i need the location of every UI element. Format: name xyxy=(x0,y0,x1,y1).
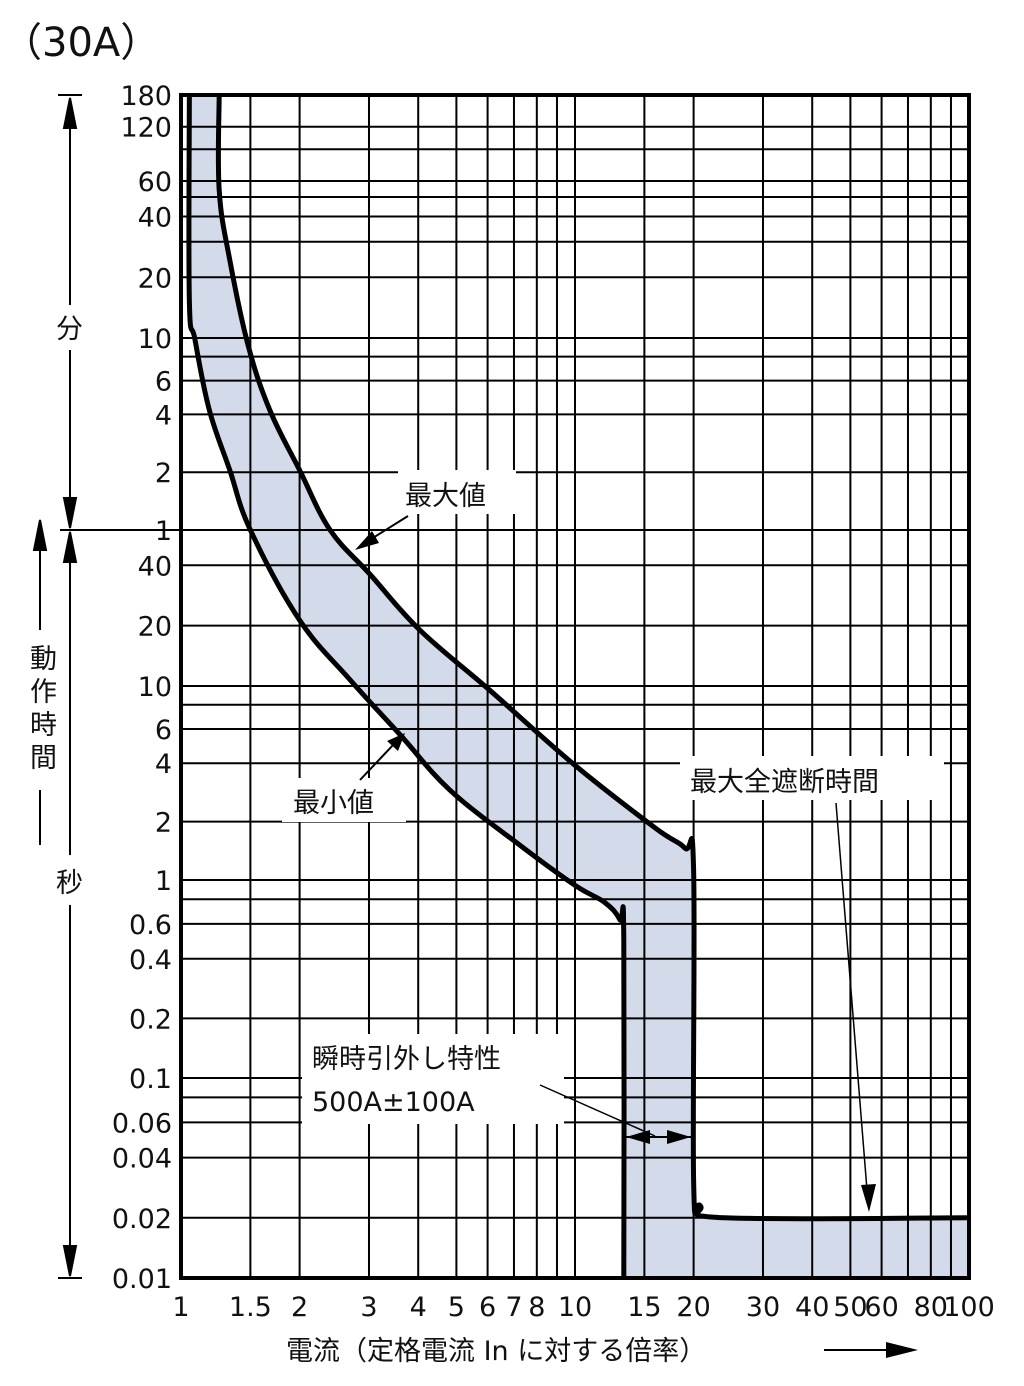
y-tick-label-seconds: 0.06 xyxy=(112,1108,172,1139)
x-tick-label: 100 xyxy=(943,1292,995,1323)
arrow-up-icon xyxy=(62,531,78,563)
annotation-instantaneous-trip-range: 500A±100A xyxy=(312,1087,475,1118)
y-tick-label-seconds: 0.2 xyxy=(129,1004,172,1035)
x-tick-label: 6 xyxy=(479,1292,496,1323)
annotation-min-value: 最小値 xyxy=(293,788,374,819)
curves xyxy=(186,94,970,1279)
x-tick-label: 7 xyxy=(505,1292,522,1323)
y-tick-label-seconds: 0.02 xyxy=(112,1204,172,1235)
y-tick-label-minutes: 120 xyxy=(120,113,172,144)
double-arrow-icon xyxy=(667,1130,691,1144)
y-tick-label-minutes: 20 xyxy=(138,263,172,294)
annotation-max-value: 最大値 xyxy=(405,481,486,512)
y-tick-label-seconds: 0.04 xyxy=(112,1144,172,1175)
y-tick-label-minutes: 10 xyxy=(138,324,172,355)
x-tick-label: 40 xyxy=(795,1292,829,1323)
arrow-icon xyxy=(355,531,379,550)
x-tick-label: 10 xyxy=(558,1292,592,1323)
arrow-down-icon xyxy=(62,497,78,529)
x-tick-label: 5 xyxy=(448,1292,465,1323)
x-tick-label: 30 xyxy=(746,1292,780,1323)
y-tick-label-seconds: 40 xyxy=(138,551,172,582)
y-tick-label-seconds: 0.4 xyxy=(129,945,172,976)
y-tick-label-seconds: 0.6 xyxy=(129,910,172,941)
chart-title: （30A） xyxy=(2,20,160,66)
y-tick-label-minutes: 40 xyxy=(138,203,172,234)
x-axis-arrow-icon xyxy=(824,1342,918,1358)
arrow-icon xyxy=(861,1184,876,1212)
y-tick-label-seconds: 0.1 xyxy=(129,1064,172,1095)
max-value-curve xyxy=(215,94,970,1222)
y-tick-label-minutes: 60 xyxy=(138,167,172,198)
y-tick-label-minutes: 4 xyxy=(155,400,172,431)
y-tick-label-seconds: 4 xyxy=(155,749,172,780)
x-tick-label: 2 xyxy=(291,1292,308,1323)
double-arrow-icon xyxy=(626,1130,650,1144)
arrow-down-icon xyxy=(62,1245,78,1277)
x-tick-label: 50 xyxy=(833,1292,867,1323)
y-axis-label: 動作時間 xyxy=(24,644,56,776)
x-tick-label: 1 xyxy=(172,1292,189,1323)
y-tick-label-minutes: 6 xyxy=(155,367,172,398)
x-tick-label: 8 xyxy=(528,1292,545,1323)
y-tick-label-seconds: 0.01 xyxy=(112,1264,172,1295)
arrow-up-icon xyxy=(62,97,78,129)
annotation-instantaneous-trip: 瞬時引外し特性 xyxy=(312,1044,501,1075)
x-tick-label: 15 xyxy=(627,1292,661,1323)
y-tick-label-seconds: 6 xyxy=(155,715,172,746)
x-tick-label: 4 xyxy=(410,1292,427,1323)
x-tick-label: 1.5 xyxy=(229,1292,272,1323)
y-tick-label-seconds: 20 xyxy=(138,612,172,643)
x-axis-label: 電流（定格電流 In に対する倍率） xyxy=(286,1336,706,1367)
y-tick-label-minutes: 2 xyxy=(155,458,172,489)
x-tick-label: 20 xyxy=(676,1292,710,1323)
plot-frame xyxy=(179,93,971,1280)
annotation-max-total-clearing-time: 最大全遮断時間 xyxy=(690,767,879,798)
y-tick-label-minutes: 180 xyxy=(120,81,172,112)
min-value-curve xyxy=(186,94,627,1279)
y-tick-label-seconds: 10 xyxy=(138,672,172,703)
minutes-unit-label: 分 xyxy=(56,314,83,345)
y-tick-labels: 18012060402010642140201064210.60.40.20.1… xyxy=(112,81,172,1295)
unit-arrows xyxy=(32,94,181,1279)
y-tick-label-seconds: 1 xyxy=(155,866,172,897)
y-tick-label-minutes: 1 xyxy=(155,516,172,547)
arrow-icon xyxy=(387,733,405,751)
y-tick-label-seconds: 2 xyxy=(155,808,172,839)
annotations: 最大値 最小値 最大全遮断時間 瞬時引外し特性 500A±100A xyxy=(282,470,944,1212)
x-tick-label: 3 xyxy=(360,1292,377,1323)
x-tick-label: 60 xyxy=(864,1292,898,1323)
x-tick-label: 80 xyxy=(914,1292,948,1323)
seconds-unit-label: 秒 xyxy=(56,868,83,899)
